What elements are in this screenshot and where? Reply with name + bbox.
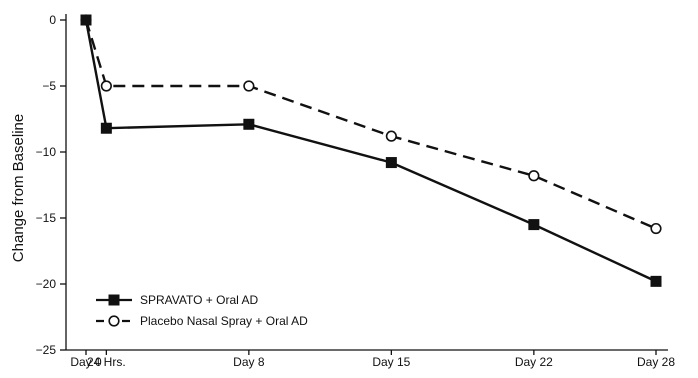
data-point [102,81,112,91]
data-point [101,123,111,133]
x-tick-label: Day 28 [637,355,675,369]
y-axis-label: Change from Baseline [10,114,27,262]
legend-label: Placebo Nasal Spray + Oral AD [140,314,308,328]
data-point [529,220,539,230]
y-tick-label: −5 [42,79,56,93]
x-tick-label: 24 Hrs. [87,355,126,369]
x-tick-label: Day 22 [515,355,553,369]
data-point [386,158,396,168]
data-point [651,276,661,286]
x-tick-label: Day 15 [372,355,410,369]
legend-label: SPRAVATO + Oral AD [140,293,258,307]
y-tick-label: −15 [36,211,57,225]
y-tick-label: −25 [36,343,57,357]
y-tick-label: −20 [36,277,57,291]
data-point [529,171,539,181]
series-line [86,20,656,229]
series-line [86,20,656,281]
data-point [81,15,91,25]
data-point [244,119,254,129]
series-layer [81,15,661,286]
data-point [651,224,661,234]
legend: SPRAVATO + Oral AD Placebo Nasal Spray + … [96,293,308,328]
data-point [387,131,397,141]
legend-marker [109,295,119,305]
data-point [244,81,254,91]
legend-marker [109,316,119,326]
y-tick-label: 0 [49,13,56,27]
x-tick-label: Day 8 [233,355,265,369]
y-tick-label: −10 [36,145,57,159]
